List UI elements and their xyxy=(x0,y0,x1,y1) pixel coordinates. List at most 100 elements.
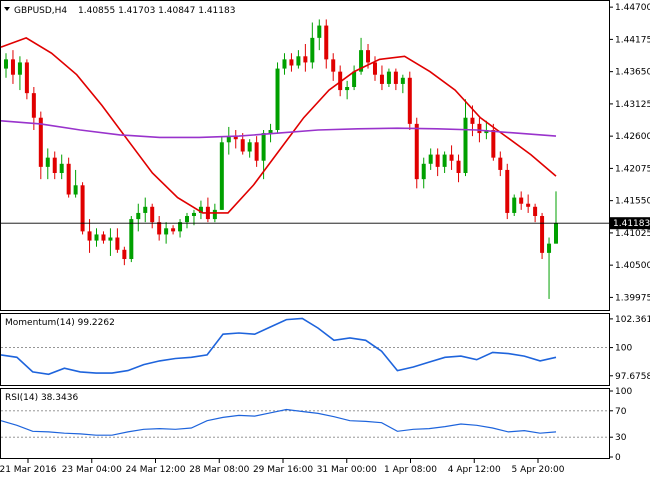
time-axis: 21 Mar 2016 23 Mar 04:00 24 Mar 12:00 28 Ma… xyxy=(0,459,565,475)
rsi-tick-label: 100 xyxy=(615,387,632,397)
slow-moving-average-line xyxy=(0,120,557,139)
bull-candle xyxy=(296,56,301,66)
rsi-axis: 100 70 30 0 xyxy=(609,387,632,463)
bear-candle xyxy=(477,123,482,134)
bear-candle xyxy=(122,249,127,260)
bear-candle xyxy=(115,237,120,250)
bear-candle xyxy=(526,203,531,207)
rsi-label: RSI(14) 38.3436 xyxy=(5,393,78,403)
rsi-tick-label: 30 xyxy=(615,433,627,443)
bull-candle xyxy=(164,228,169,235)
time-tick-label: 24 Mar 12:00 xyxy=(125,465,185,475)
main-price-pane[interactable] xyxy=(0,0,610,311)
time-tick-label: 4 Apr 12:00 xyxy=(448,465,501,475)
moving-averages xyxy=(0,37,557,214)
price-tick-label: 1.44175 xyxy=(615,35,650,45)
bull-candle xyxy=(73,185,78,195)
bull-candle xyxy=(185,216,190,223)
bull-candle xyxy=(386,71,391,84)
bull-candle xyxy=(463,117,468,174)
bull-candle xyxy=(421,163,426,180)
bull-candle xyxy=(143,206,148,213)
bull-candle xyxy=(219,142,224,210)
bear-candle xyxy=(171,228,176,232)
bull-candle xyxy=(310,37,315,63)
time-tick-label: 31 Mar 00:00 xyxy=(317,465,377,475)
time-tick-label: 5 Apr 20:00 xyxy=(512,465,565,475)
bull-candle xyxy=(45,157,50,167)
price-tick-label: 1.44700 xyxy=(615,3,650,13)
price-tick-label: 1.40500 xyxy=(615,261,650,271)
bull-candle xyxy=(547,243,552,253)
momentum-line xyxy=(0,317,557,376)
bear-candle xyxy=(233,136,238,140)
momentum-tick-label: 97.6758 xyxy=(615,372,650,382)
bear-candle xyxy=(38,117,43,167)
price-tick-label: 1.42075 xyxy=(615,164,650,174)
bull-candle xyxy=(268,130,273,134)
rsi-plot xyxy=(0,408,609,438)
bull-candle xyxy=(442,154,447,167)
bull-candle xyxy=(261,133,266,161)
bull-candle xyxy=(275,68,280,131)
bull-candle xyxy=(178,222,183,232)
momentum-tick-label: 100 xyxy=(615,344,632,354)
bear-candle xyxy=(366,50,371,63)
bull-candle xyxy=(129,219,134,260)
bull-candle xyxy=(317,25,322,38)
bull-candle xyxy=(136,212,141,220)
rsi-tick-label: 0 xyxy=(615,453,621,463)
time-tick-label: 21 Mar 2016 xyxy=(0,465,57,475)
bear-candle xyxy=(80,185,85,232)
bull-candle xyxy=(108,237,113,241)
bear-candle xyxy=(491,130,496,158)
bear-candle xyxy=(240,139,245,152)
bull-candle xyxy=(191,212,196,217)
bull-candle xyxy=(17,62,22,75)
bull-candle xyxy=(400,77,405,84)
rsi-tick-label: 70 xyxy=(615,407,627,417)
triangle-down-icon[interactable] xyxy=(4,7,10,11)
bear-candle xyxy=(303,56,308,63)
time-tick-label: 23 Mar 04:00 xyxy=(62,465,122,475)
momentum-label: Momentum(14) 99.2262 xyxy=(5,318,115,328)
bear-candle xyxy=(66,163,71,195)
momentum-pane[interactable] xyxy=(0,313,610,386)
bull-candle xyxy=(345,87,350,91)
price-tick-label: 1.39975 xyxy=(615,293,650,303)
symbol-label: GBPUSD,H4 xyxy=(14,6,67,16)
bear-candle xyxy=(101,234,106,241)
current-price-tag xyxy=(610,217,650,230)
bear-candle xyxy=(331,59,336,72)
bull-candle xyxy=(428,154,433,164)
price-axis: 1.44700 1.44175 1.43650 1.43125 1.42600 1.420… xyxy=(609,3,650,303)
bull-candle xyxy=(59,163,64,174)
bear-candle xyxy=(407,77,412,124)
bear-candle xyxy=(379,74,384,84)
current-price-value: 1.41183 xyxy=(613,219,650,229)
bear-candle xyxy=(24,62,29,94)
price-tick-label: 1.43125 xyxy=(615,100,650,110)
bull-candle xyxy=(247,142,252,152)
bull-candle xyxy=(512,197,517,213)
time-tick-label: 28 Mar 08:00 xyxy=(189,465,249,475)
bull-candle xyxy=(554,223,558,244)
price-tick-label: 1.43650 xyxy=(615,68,650,78)
bear-candle xyxy=(254,142,259,161)
bear-candle xyxy=(519,197,524,204)
bear-candle xyxy=(338,71,343,91)
bear-candle xyxy=(540,216,545,253)
bull-candle xyxy=(226,136,231,143)
bear-candle xyxy=(52,157,57,174)
price-tick-label: 1.42600 xyxy=(615,132,650,142)
bear-candle xyxy=(533,206,538,217)
current-price-line: 1.41183 xyxy=(1,217,650,230)
bear-candle xyxy=(435,154,440,167)
rsi-pane[interactable] xyxy=(0,388,610,459)
bear-candle xyxy=(324,25,329,60)
bear-candle xyxy=(414,123,419,180)
bull-candle xyxy=(94,234,99,241)
momentum-tick-label: 102.3618 xyxy=(615,315,650,325)
